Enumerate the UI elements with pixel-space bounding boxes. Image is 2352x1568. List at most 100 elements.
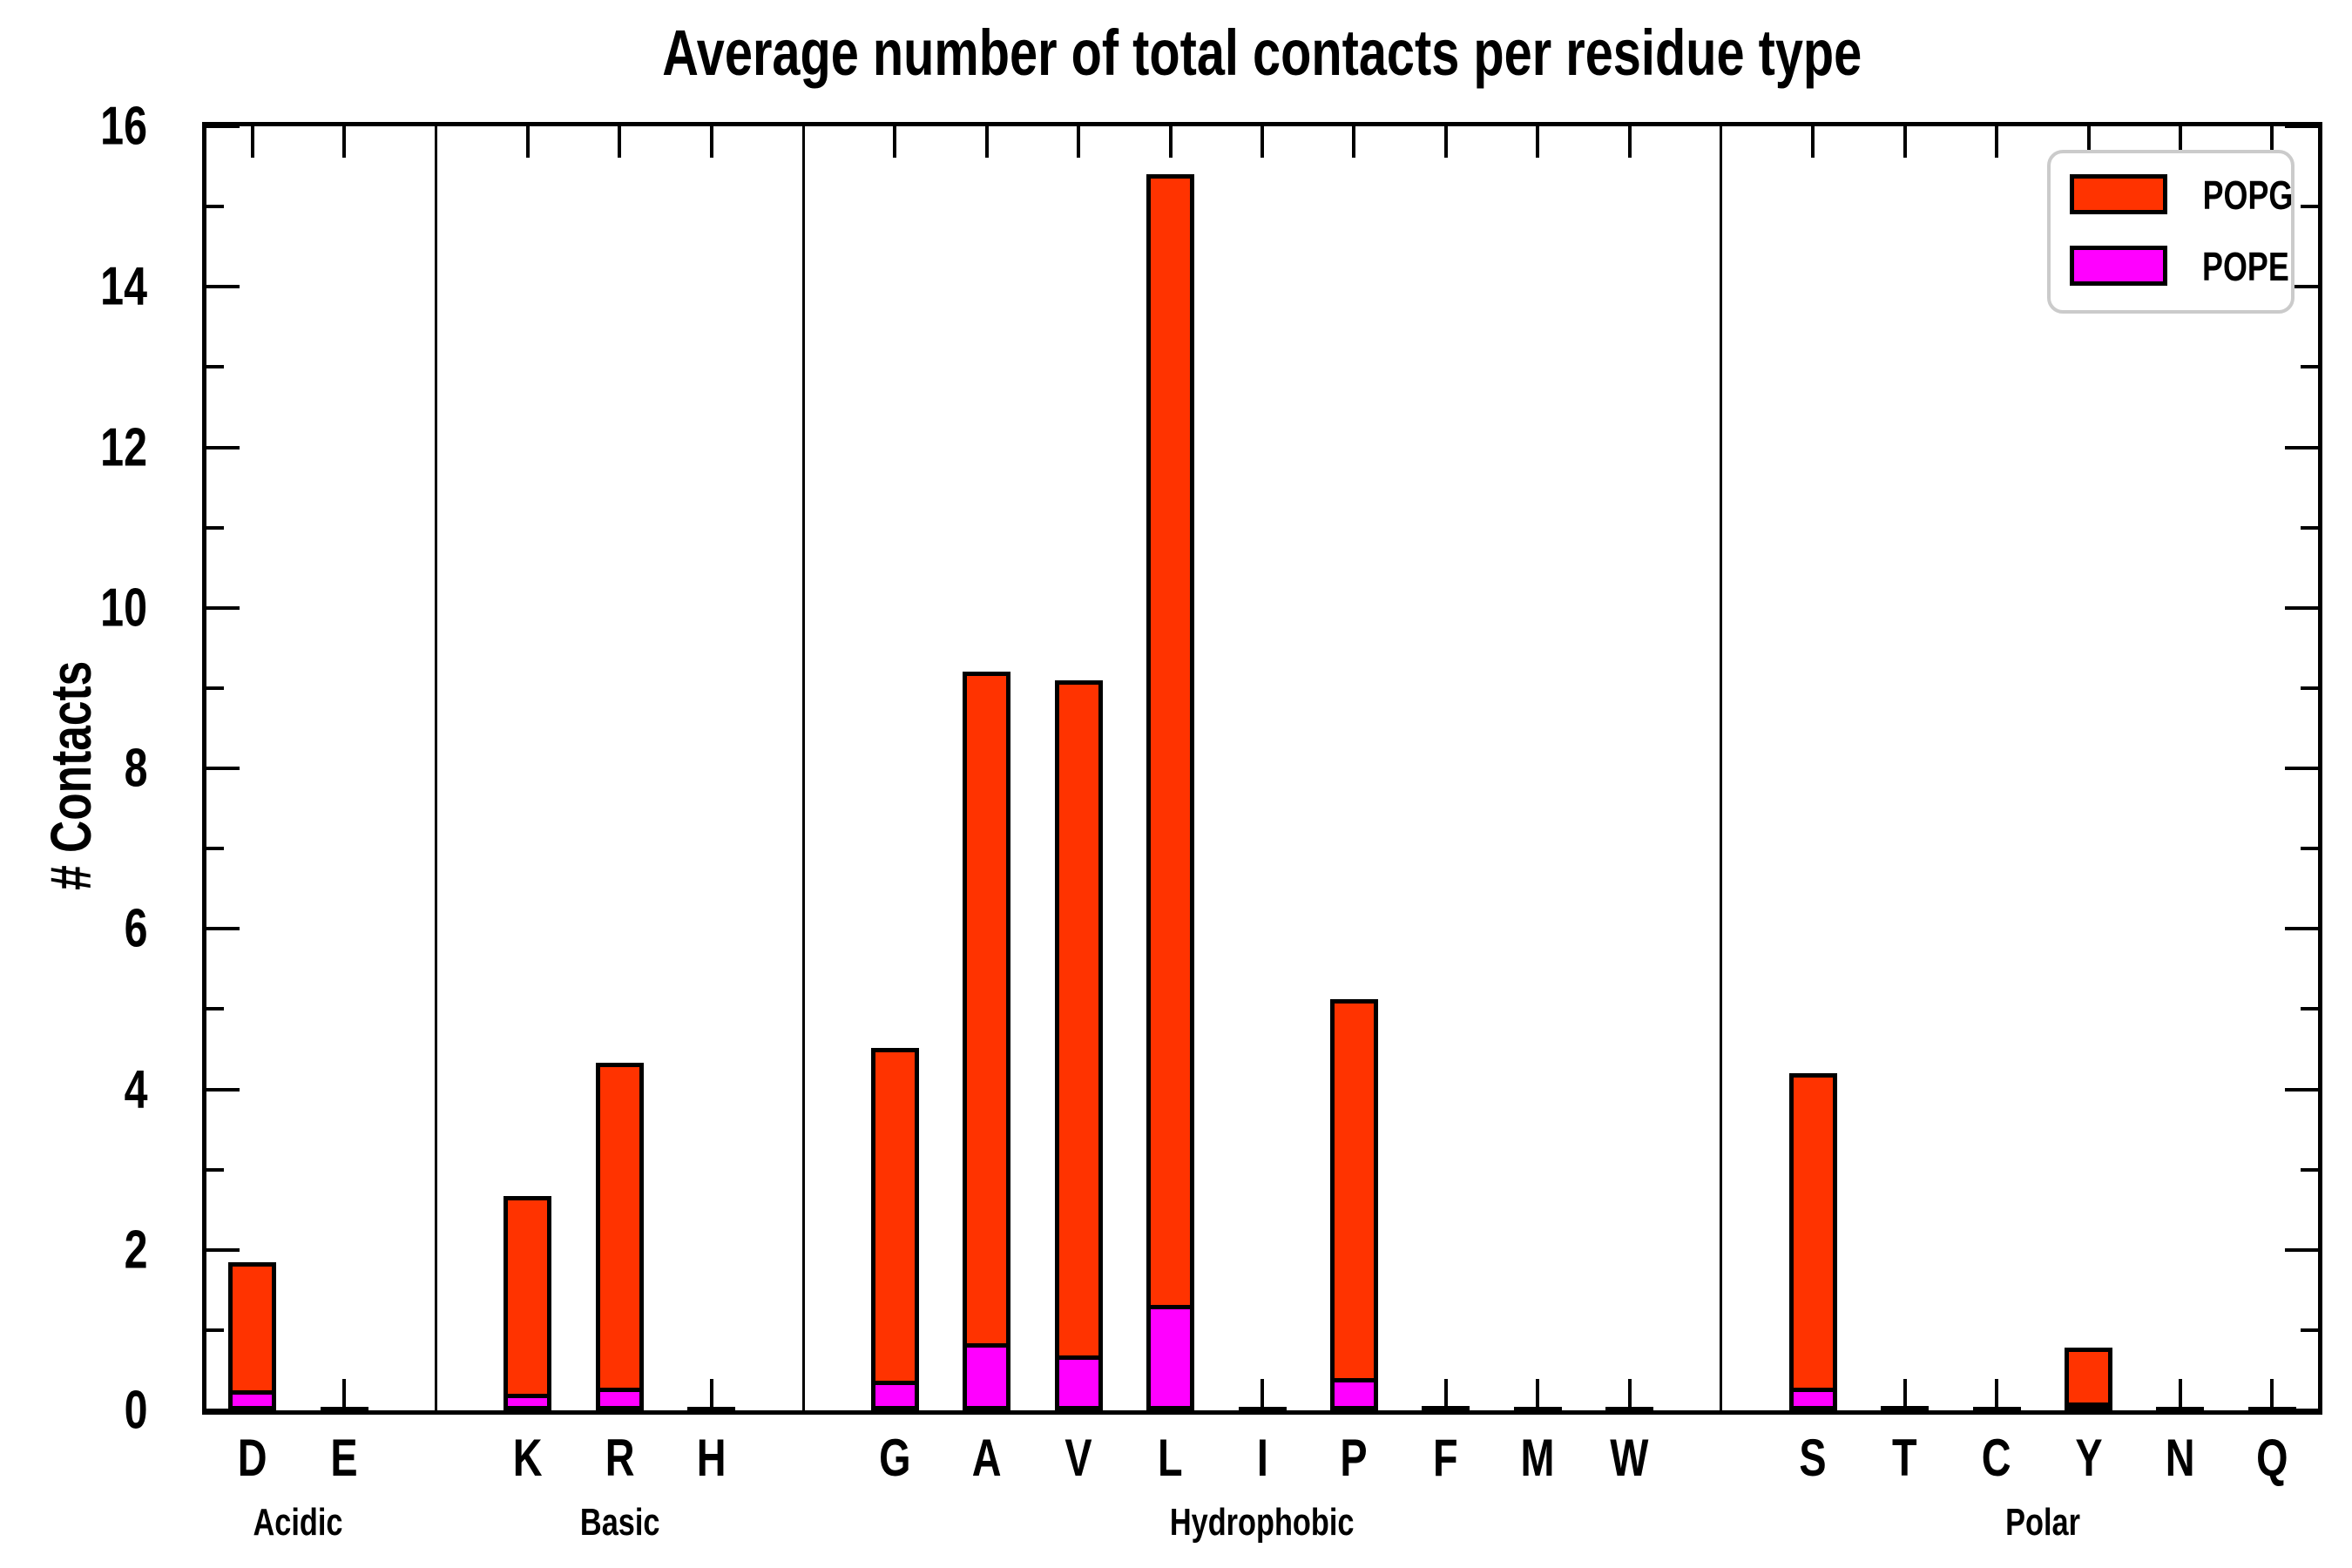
x-tick-label-I: I xyxy=(1256,1429,1268,1487)
y-major-tick-right xyxy=(2285,1247,2318,1252)
y-tick-label: 8 xyxy=(124,738,147,799)
bar-A-popg xyxy=(963,672,1011,1348)
bar-Q-stub xyxy=(2247,1407,2296,1410)
y-major-tick-left xyxy=(206,767,240,770)
y-tick-label: 10 xyxy=(100,578,147,639)
y-tick-label: 4 xyxy=(124,1059,147,1119)
group-divider xyxy=(1720,126,1723,1410)
x-tick-label-H: H xyxy=(696,1429,727,1487)
group-label-hydrophobic: Hydrophobic xyxy=(1170,1501,1355,1544)
legend-item-popg: POPG xyxy=(2051,169,2294,221)
bar-H-stub xyxy=(687,1407,736,1410)
bar-V-pope xyxy=(1054,1359,1103,1410)
y-minor-tick-right xyxy=(2301,205,2318,209)
y-major-tick-right xyxy=(2285,767,2318,770)
x-tick-label-Q: Q xyxy=(2256,1429,2288,1487)
y-major-tick-right xyxy=(2285,605,2318,610)
y-major-tick-right xyxy=(2285,927,2318,931)
x-tick-label-R: R xyxy=(605,1429,635,1487)
y-minor-tick-right xyxy=(2301,1167,2318,1172)
group-label-acidic: Acidic xyxy=(253,1501,343,1544)
x-tick-label-Y: Y xyxy=(2074,1429,2103,1487)
x-tick-label-V: V xyxy=(1064,1429,1092,1487)
y-major-tick-right xyxy=(2285,285,2318,289)
y-major-tick-left xyxy=(206,1409,240,1412)
legend-label-popg: POPG xyxy=(2202,172,2294,218)
x-tick-bottom xyxy=(2270,1379,2274,1410)
x-tick-bottom xyxy=(1443,1379,1448,1410)
x-tick-top xyxy=(709,126,713,158)
bar-N-stub xyxy=(2156,1407,2205,1410)
x-tick-top xyxy=(1260,126,1264,158)
bar-E-stub xyxy=(320,1407,368,1410)
y-major-tick-left xyxy=(206,1247,240,1252)
y-major-tick-left xyxy=(206,125,240,128)
y-major-tick-left xyxy=(206,605,240,610)
x-tick-label-A: A xyxy=(971,1429,1002,1487)
x-tick-label-F: F xyxy=(1433,1429,1459,1487)
x-tick-top xyxy=(1903,126,1907,158)
legend-swatch-popg xyxy=(2070,174,2167,214)
x-tick-label-M: M xyxy=(1520,1429,1555,1487)
x-tick-top xyxy=(1352,126,1356,158)
bar-D-popg xyxy=(228,1261,277,1395)
x-tick-label-G: G xyxy=(879,1429,911,1487)
y-tick-label: 16 xyxy=(100,96,147,157)
group-divider xyxy=(434,126,437,1410)
x-tick-bottom xyxy=(1903,1379,1907,1410)
bar-F-stub xyxy=(1422,1406,1470,1410)
legend-item-pope: POPE xyxy=(2051,240,2291,293)
plot-frame xyxy=(202,122,2322,1415)
bar-P-popg xyxy=(1329,999,1378,1382)
bar-K-popg xyxy=(504,1196,552,1399)
x-tick-top xyxy=(1995,126,1999,158)
y-minor-tick-right xyxy=(2301,1328,2318,1332)
y-minor-tick-right xyxy=(2301,1007,2318,1011)
y-minor-tick-left xyxy=(206,525,224,530)
x-tick-label-D: D xyxy=(237,1429,267,1487)
y-tick-label: 6 xyxy=(124,898,147,959)
bar-A-pope xyxy=(963,1348,1011,1410)
x-tick-top xyxy=(2270,126,2274,158)
bar-L-pope xyxy=(1146,1308,1195,1410)
y-minor-tick-right xyxy=(2301,525,2318,530)
legend-swatch-pope xyxy=(2070,246,2167,286)
x-tick-top xyxy=(1811,126,1815,158)
y-tick-label: 0 xyxy=(124,1380,147,1441)
x-tick-bottom xyxy=(342,1379,347,1410)
x-tick-top xyxy=(893,126,897,158)
group-label-basic: Basic xyxy=(579,1501,660,1544)
y-minor-tick-right xyxy=(2301,686,2318,690)
x-tick-bottom xyxy=(1260,1379,1264,1410)
y-major-tick-left xyxy=(206,285,240,289)
bar-Y-popg xyxy=(2065,1348,2113,1408)
x-tick-top xyxy=(250,126,254,158)
bar-G-popg xyxy=(870,1047,919,1385)
bar-G-pope xyxy=(870,1384,919,1410)
y-major-tick-right xyxy=(2285,1087,2318,1092)
y-minor-tick-left xyxy=(206,205,224,209)
y-minor-tick-left xyxy=(206,365,224,369)
x-tick-top xyxy=(984,126,989,158)
chart-title: Average number of total contacts per res… xyxy=(662,17,1862,89)
y-tick-label: 12 xyxy=(100,417,147,477)
bar-S-pope xyxy=(1788,1391,1837,1410)
x-tick-bottom xyxy=(1627,1379,1632,1410)
bar-K-pope xyxy=(504,1398,552,1410)
x-tick-label-N: N xyxy=(2166,1429,2195,1487)
legend: POPG POPE xyxy=(2047,150,2295,314)
bar-I-stub xyxy=(1238,1407,1287,1410)
y-major-tick-left xyxy=(206,445,240,449)
x-tick-label-T: T xyxy=(1892,1429,1918,1487)
y-minor-tick-left xyxy=(206,1328,224,1332)
x-tick-label-S: S xyxy=(1799,1429,1827,1487)
x-tick-top xyxy=(342,126,347,158)
x-tick-top xyxy=(1168,126,1173,158)
bar-D-pope xyxy=(228,1394,277,1410)
x-tick-bottom xyxy=(2178,1379,2182,1410)
x-tick-top xyxy=(2086,126,2091,158)
y-major-tick-right xyxy=(2285,1409,2318,1412)
y-major-tick-right xyxy=(2285,445,2318,449)
x-tick-top xyxy=(1627,126,1632,158)
